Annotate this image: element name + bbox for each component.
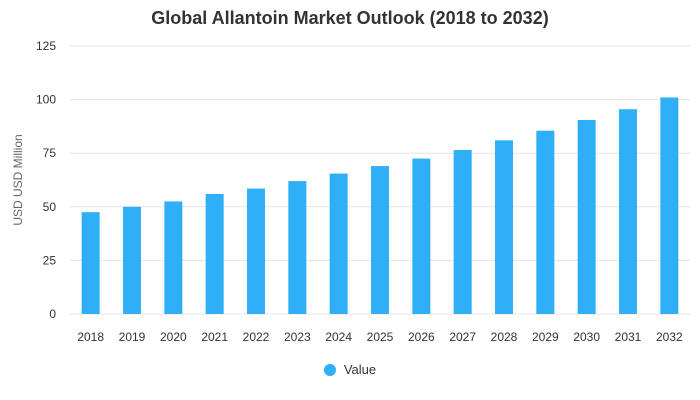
bar-2020[interactable] — [164, 201, 183, 314]
bar-2029[interactable] — [536, 130, 555, 314]
bar-2031[interactable] — [619, 109, 637, 314]
legend: Value — [0, 362, 700, 377]
bar-2022[interactable] — [247, 188, 265, 314]
x-tick-label: 2020 — [160, 330, 187, 344]
y-tick-label: 100 — [36, 93, 56, 107]
bar-2027[interactable] — [453, 149, 472, 314]
x-tick-label: 2032 — [656, 330, 683, 344]
x-tick-label: 2024 — [325, 330, 352, 344]
bar-2028[interactable] — [495, 140, 513, 314]
x-tick-label: 2019 — [119, 330, 146, 344]
bar-2018[interactable] — [81, 212, 100, 314]
y-axis-title: USD USD Million — [11, 134, 25, 225]
x-tick-label: 2031 — [615, 330, 642, 344]
y-tick-label: 125 — [36, 39, 56, 53]
bar-2032[interactable] — [660, 97, 679, 315]
x-tick-label: 2026 — [408, 330, 435, 344]
y-tick-label: 75 — [43, 146, 57, 160]
x-tick-label: 2022 — [243, 330, 270, 344]
bar-2030[interactable] — [577, 119, 596, 314]
y-tick-label: 25 — [43, 253, 57, 267]
bar-2023[interactable] — [288, 181, 307, 314]
y-axis-ticks: 0 25 50 75 100 125 — [36, 39, 56, 321]
bar-2025[interactable] — [371, 166, 389, 314]
x-tick-label: 2023 — [284, 330, 311, 344]
x-tick-label: 2021 — [201, 330, 228, 344]
bar-2024[interactable] — [329, 173, 348, 314]
bar-2021[interactable] — [205, 193, 224, 314]
legend-label[interactable]: Value — [343, 362, 377, 377]
x-tick-label: 2027 — [449, 330, 476, 344]
bar-2019[interactable] — [123, 206, 141, 314]
x-tick-label: 2018 — [77, 330, 104, 344]
y-tick-label: 0 — [49, 307, 56, 321]
x-axis-ticks: 2018 2019 2020 2021 2022 2023 2024 2025 2026 2027… — [77, 330, 683, 344]
legend-swatch — [323, 363, 336, 376]
x-tick-label: 2028 — [491, 330, 518, 344]
x-tick-label: 2029 — [532, 330, 559, 344]
y-tick-label: 50 — [43, 200, 57, 214]
x-tick-label: 2030 — [573, 330, 600, 344]
chart-title: Global Allantoin Market Outlook (2018 to… — [151, 8, 549, 28]
x-tick-label: 2025 — [367, 330, 394, 344]
bars — [81, 97, 679, 315]
bar-2026[interactable] — [412, 158, 431, 314]
